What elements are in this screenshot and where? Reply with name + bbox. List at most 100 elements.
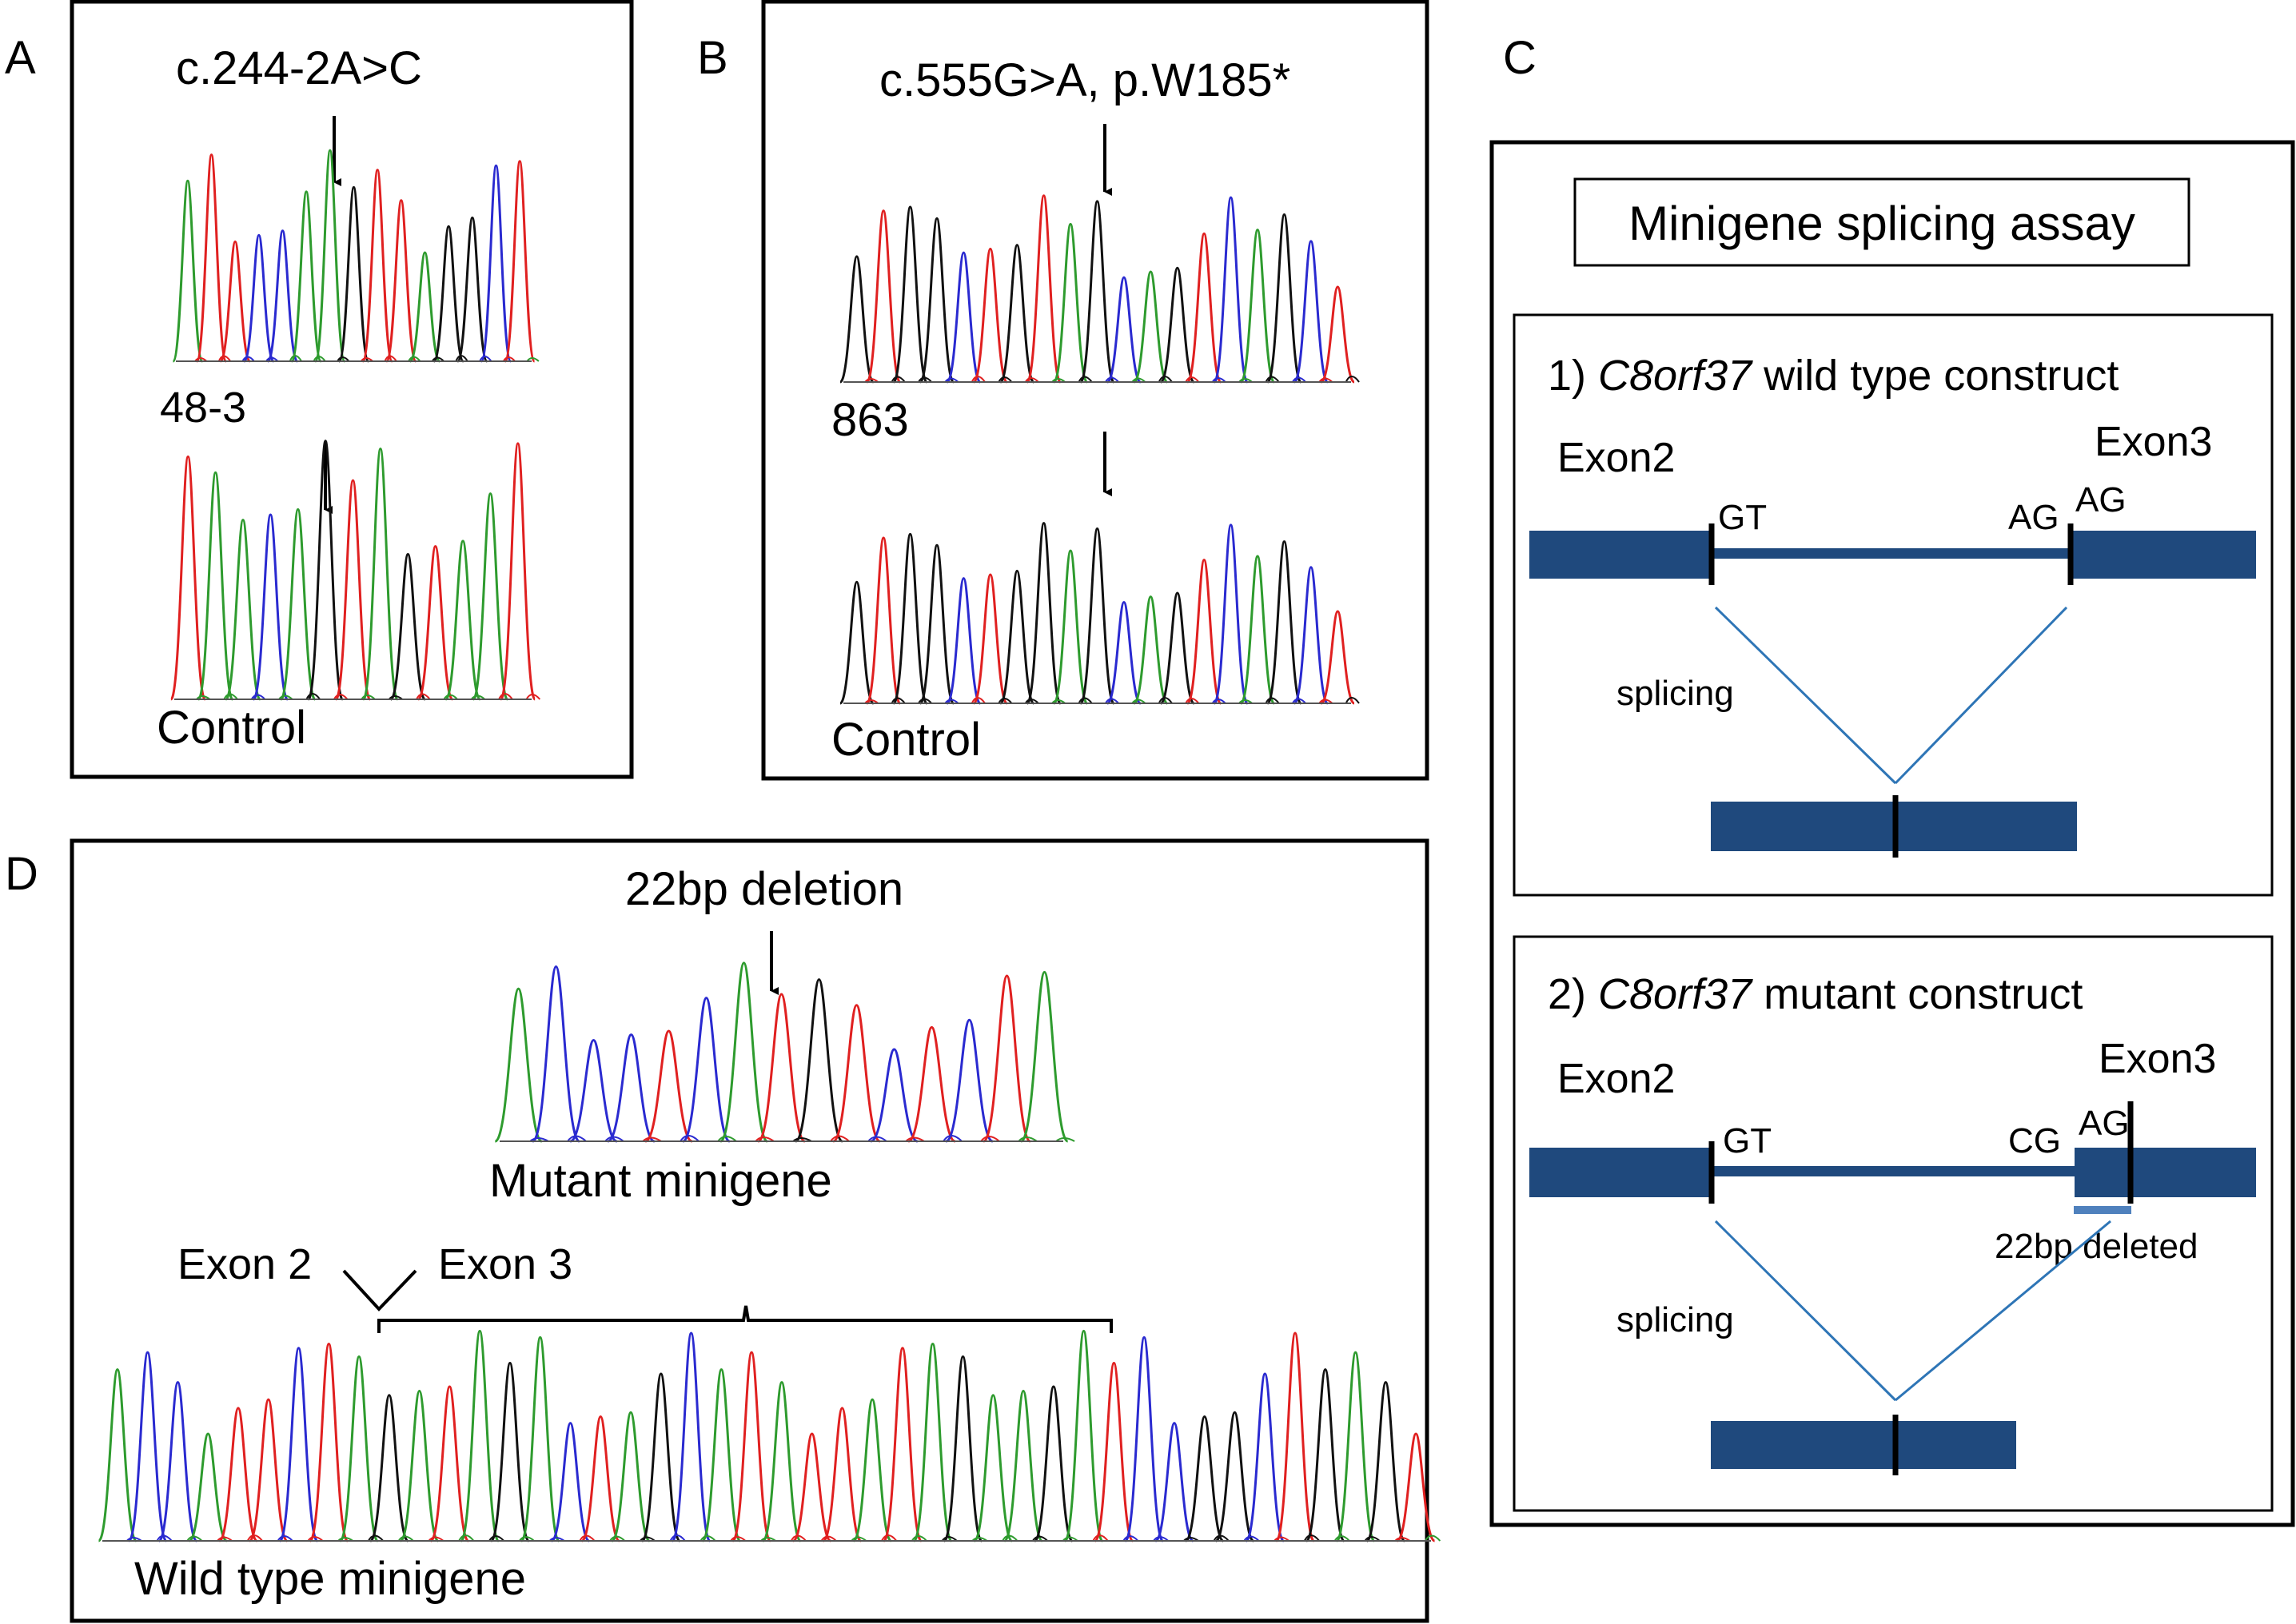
trace-noise (502, 356, 516, 362)
trace-peak (399, 1389, 440, 1542)
trace-peak (569, 1038, 618, 1143)
trace-peak (480, 164, 512, 363)
trace-noise (864, 378, 879, 383)
trace-peak (982, 974, 1032, 1143)
trace-noise (1062, 1536, 1078, 1542)
trace-peak (892, 532, 928, 705)
trace-peak (1079, 527, 1115, 705)
trace-noise (864, 699, 879, 704)
trace-peak (919, 543, 955, 705)
trace-peak (1063, 1329, 1104, 1542)
panel-a-frame (70, 0, 634, 779)
trace-noise (851, 1536, 867, 1542)
wt-label: wild type construct (1763, 352, 2119, 400)
trace-noise (1238, 699, 1253, 704)
trace-noise (998, 376, 1013, 383)
trace-peak (248, 1398, 289, 1542)
trace-noise (820, 1535, 837, 1542)
mut-exon2-label: Exon2 (1557, 1056, 1675, 1102)
trace-noise (479, 356, 492, 362)
trace-noise (669, 1534, 686, 1542)
trace-noise (998, 698, 1013, 704)
trace-noise (388, 695, 404, 700)
trace-peak (794, 978, 844, 1143)
trace-peak (1094, 1362, 1134, 1542)
trace-d-mutant (493, 961, 1075, 1143)
trace-peak (307, 440, 344, 701)
trace-peak (127, 1351, 168, 1542)
trace-noise (360, 357, 373, 362)
panel-d-exon2: Exon 2 (177, 1240, 312, 1288)
trace-noise (498, 693, 513, 700)
trace-peak (171, 179, 204, 363)
trace-peak (409, 251, 441, 363)
trace-noise (1291, 376, 1306, 383)
trace-noise (337, 356, 350, 362)
trace-peak (197, 471, 234, 701)
trace-noise (1394, 1537, 1411, 1542)
trace-noise (1055, 1137, 1075, 1142)
trace-noise (1291, 698, 1306, 704)
trace-peak (1213, 196, 1249, 384)
trace-noise (1333, 1535, 1350, 1542)
panel-c-title: Minigene splicing assay (1628, 197, 2135, 250)
trace-noise (367, 1534, 385, 1542)
panel-b-control: Control (831, 714, 981, 766)
trace-peak (493, 987, 544, 1143)
trace-noise (1018, 1136, 1038, 1142)
trace-noise (891, 376, 906, 383)
trace-a-control (169, 440, 541, 701)
mut-spliced-product (1711, 1421, 2016, 1469)
trace-d-wildtype (98, 1329, 1441, 1542)
trace-peak (339, 1355, 379, 1542)
trace-noise (361, 695, 376, 700)
wt-construct: 1) C8orf37 wild type construct Exon2 Exo… (1513, 313, 2274, 897)
panel-d-exon3: Exon 3 (438, 1240, 572, 1288)
trace-peak (456, 216, 488, 363)
trace-peak (791, 1432, 832, 1542)
wt-title: 1) C8orf37 wild type construct (1548, 352, 2119, 400)
trace-peak (550, 1422, 591, 1542)
mut-num: 2) (1548, 970, 1586, 1018)
trace-noise (156, 1534, 173, 1542)
trace-peak (946, 251, 982, 384)
trace-noise (305, 693, 321, 700)
trace-peak (385, 199, 417, 363)
trace-peak (607, 1033, 656, 1143)
trace-noise (881, 1534, 898, 1542)
trace-noise (333, 694, 349, 700)
trace-noise (548, 1537, 565, 1542)
trace-peak (999, 244, 1035, 384)
trace-noise (1051, 378, 1066, 383)
trace-peak (865, 536, 902, 705)
trace-noise (443, 694, 458, 700)
mut-splice-line-left (1714, 1220, 1897, 1402)
trace-peak (504, 160, 536, 363)
wt-intron (1712, 548, 2071, 559)
trace-peak (756, 993, 807, 1143)
panel-d-deletion: 22bp deletion (625, 863, 903, 915)
trace-noise (196, 695, 211, 700)
trace-noise (971, 1537, 988, 1542)
panel-b-frame (761, 0, 1429, 781)
mut-acceptor-label: CG (2008, 1121, 2061, 1160)
trace-peak (1106, 276, 1142, 384)
wt-donor-label: GT (1718, 498, 1767, 537)
wt-exon3 (2071, 531, 2256, 579)
trace-noise (431, 356, 444, 362)
trace-peak (460, 1329, 500, 1542)
panel-d-letter: D (5, 848, 38, 900)
trace-peak (417, 545, 454, 701)
trace-peak (1026, 194, 1062, 384)
trace-noise (1078, 376, 1093, 383)
trace-noise (1364, 1536, 1381, 1542)
trace-peak (278, 1347, 319, 1542)
panel-a-mutation: c.244-2A>C (176, 42, 422, 94)
trace-peak (1159, 266, 1195, 384)
wt-gene: C8orf37 (1598, 352, 1753, 400)
wt-splice-line-right (1894, 606, 2068, 785)
trace-noise (1131, 377, 1146, 383)
trace-peak (640, 1372, 681, 1542)
trace-noise (416, 693, 431, 700)
